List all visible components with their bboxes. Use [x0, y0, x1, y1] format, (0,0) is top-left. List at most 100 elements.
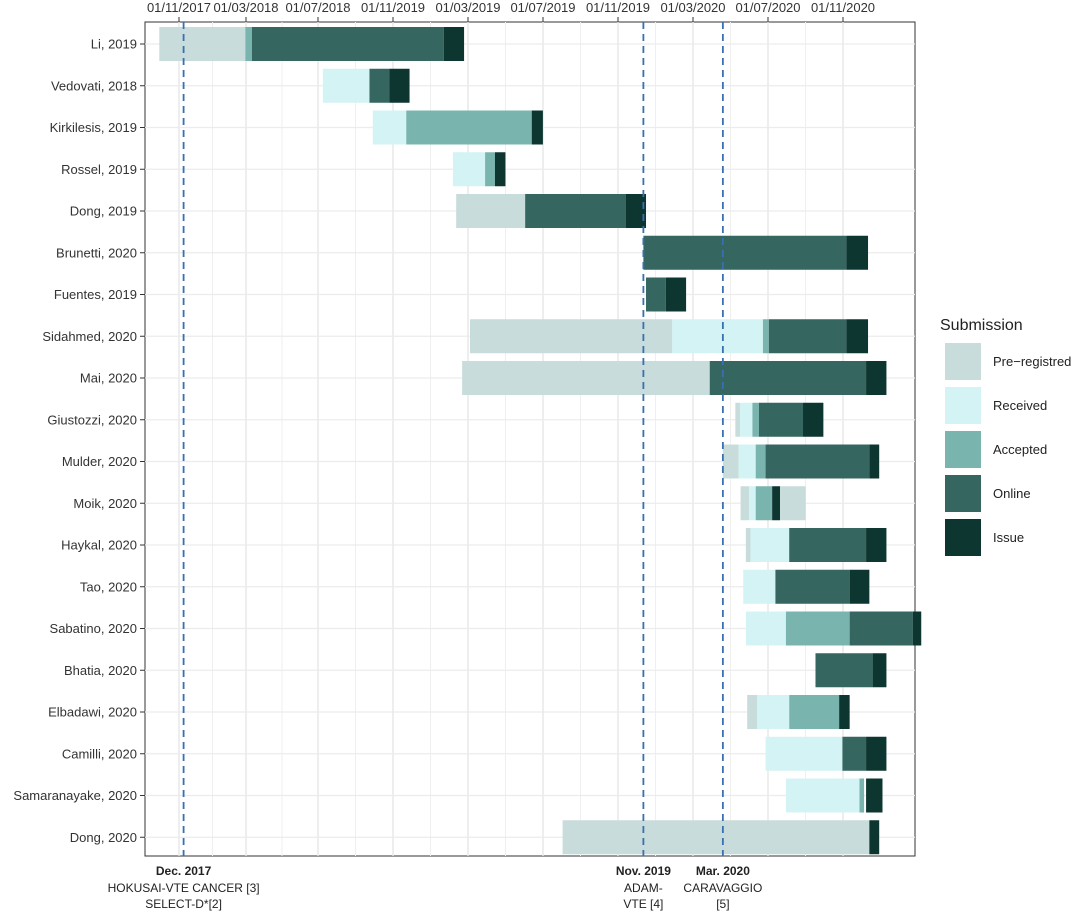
x-tick-label: 01/07/2020: [735, 0, 800, 15]
bar-segment-received: [739, 402, 753, 437]
legend-label: Accepted: [993, 442, 1047, 457]
bar-segment-pre-registred: [722, 444, 739, 479]
bar-segment-issue: [443, 27, 465, 61]
bar-segment-online: [849, 611, 913, 646]
bar-segment-received: [672, 319, 763, 354]
bar-segment-pre-registred: [456, 194, 526, 228]
x-tick-label: 01/03/2018: [213, 0, 278, 15]
bar-segment-issue: [625, 194, 647, 228]
bar-segment-accepted: [752, 402, 759, 437]
reference-line-note: HOKUSAI-VTE CANCER [3]: [108, 881, 260, 895]
category-label: Li, 2019: [91, 37, 137, 52]
bar-segment-accepted: [485, 152, 495, 187]
bar-segment-received: [322, 68, 370, 103]
bar-segment-accepted: [755, 486, 773, 521]
bar-segment-pre-registred: [562, 820, 870, 855]
bar-segment-issue: [846, 319, 869, 354]
legend-swatch-accepted: [945, 431, 981, 468]
reference-line-note: SELECT-D*[2]: [145, 897, 222, 911]
bar-segment-issue: [866, 778, 883, 813]
bar-segment-pre-registred: [745, 528, 751, 562]
bar-segment-received: [749, 486, 756, 521]
bar-segment-accepted: [755, 444, 766, 479]
category-label: Giustozzi, 2020: [47, 412, 137, 427]
legend-label: Received: [993, 398, 1047, 413]
bar-segment-pre-registred: [159, 27, 246, 61]
category-label: Fuentes, 2019: [54, 287, 137, 302]
y-axis-labels: Li, 2019 Vedovati, 2018 Kirkilesis, 2019 Ro…: [13, 37, 145, 845]
bar-segment-received: [743, 569, 776, 604]
bar-segment-issue: [772, 486, 781, 521]
bar-segment-received: [738, 444, 756, 479]
x-tick-label: 01/03/2020: [660, 0, 725, 15]
bar-segment-online: [775, 569, 850, 604]
bar-segment-issue: [531, 110, 543, 145]
legend-swatch-online: [945, 475, 981, 512]
reference-line-title: Mar. 2020: [696, 864, 750, 878]
bar-segment-online: [643, 235, 847, 270]
bar-segment-pre-registred: [462, 361, 710, 395]
legend-label: Issue: [993, 530, 1024, 545]
bar-segment-online: [815, 653, 873, 688]
category-label: Sabatino, 2020: [50, 621, 137, 636]
bar-segment-issue: [869, 820, 880, 855]
bar-segment-issue: [849, 569, 870, 604]
category-label: Dong, 2020: [70, 830, 137, 845]
category-label: Camilli, 2020: [62, 746, 137, 761]
bars-layer: [159, 27, 922, 855]
category-label: Dong, 2019: [70, 204, 137, 219]
bar-segment-issue: [912, 611, 922, 646]
x-tick-label: 01/11/2020: [811, 0, 875, 15]
x-tick-label: 01/11/2017: [147, 0, 211, 15]
bar-segment-received: [765, 736, 843, 771]
bar-segment-online: [369, 68, 390, 103]
category-label: Mulder, 2020: [62, 454, 137, 469]
category-label: Kirkilesis, 2019: [50, 120, 137, 135]
reference-line-note: [5]: [716, 897, 729, 911]
reference-line-title: Nov. 2019: [616, 864, 671, 878]
bar-segment-online: [759, 402, 804, 437]
x-tick-label: 01/07/2018: [285, 0, 350, 15]
bar-segment-online: [525, 194, 626, 228]
category-label: Vedovati, 2018: [51, 78, 137, 93]
bar-segment-issue: [665, 277, 687, 312]
x-tick-label: 01/11/2019: [361, 0, 425, 15]
category-label: Rossel, 2019: [61, 162, 137, 177]
bar-segment-issue: [803, 402, 824, 437]
bar-segment-pre-registred: [780, 486, 806, 521]
bar-segment-online: [789, 528, 867, 562]
category-label: Bhatia, 2020: [64, 663, 137, 678]
bar-segment-pre-registred: [740, 486, 750, 521]
bar-segment-issue: [866, 736, 887, 771]
category-label: Elbadawi, 2020: [48, 705, 137, 720]
bar-segment-pre-registred: [747, 695, 758, 729]
legend: Submission Pre−registred Received Accepted…: [940, 317, 1071, 556]
bar-segment-accepted: [859, 778, 865, 813]
bar-segment-issue: [872, 653, 887, 688]
bar-segment-accepted: [789, 695, 840, 729]
bar-segment-online: [646, 277, 666, 312]
bar-segment-issue: [389, 68, 410, 103]
x-axis-ticks: 01/11/2017 01/03/2018 01/07/2018 01/11/2019…: [147, 0, 875, 22]
reference-line-title: Dec. 2017: [156, 864, 212, 878]
reference-line-note: ADAM-: [624, 881, 663, 895]
bar-segment-received: [745, 611, 786, 646]
bar-segment-issue: [866, 528, 887, 562]
bar-segment-issue: [494, 152, 506, 187]
legend-swatch-received: [945, 387, 981, 424]
bar-segment-issue: [866, 361, 887, 395]
category-label: Mai, 2020: [80, 371, 137, 386]
bar-segment-online: [842, 736, 867, 771]
bar-segment-accepted: [785, 611, 850, 646]
bar-segment-received: [372, 110, 407, 145]
bar-segment-pre-registred: [735, 402, 740, 437]
bar-segment-issue: [869, 444, 880, 479]
legend-label: Pre−registred: [993, 354, 1071, 369]
reference-lines: Dec. 2017 HOKUSAI-VTE CANCER [3] SELECT-D*…: [108, 22, 762, 911]
bar-segment-pre-registred: [469, 319, 673, 354]
bar-segment-received: [757, 695, 790, 729]
reference-line-note: VTE [4]: [623, 897, 663, 911]
category-label: Brunetti, 2020: [56, 245, 137, 260]
legend-label: Online: [993, 486, 1031, 501]
